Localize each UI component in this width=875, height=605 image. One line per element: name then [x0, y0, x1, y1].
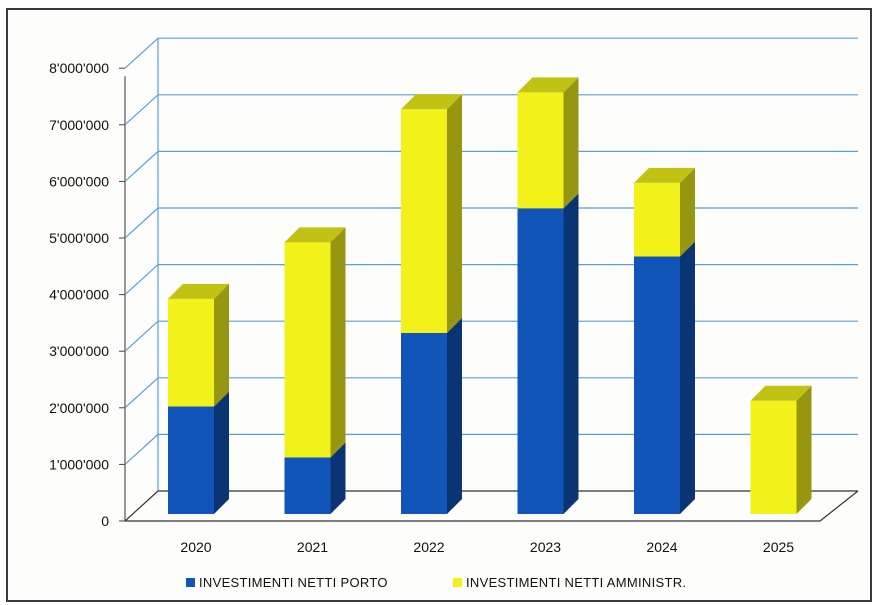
- bar-2024-series-1: [634, 241, 695, 514]
- y-tick-label: 5'000'000: [49, 230, 109, 246]
- bar-2022-series-1: [401, 317, 462, 514]
- grid-layer: [119, 37, 859, 522]
- bar-2025-series-2: [750, 385, 812, 514]
- gridline: [124, 207, 858, 239]
- bar-side-face: [214, 283, 229, 407]
- y-tick-label: 4'000'000: [49, 287, 109, 303]
- legend-entry-1: INVESTIMENTI NETTI PORTO: [186, 575, 388, 590]
- bar-front-face: [401, 109, 447, 333]
- bar-front-face: [517, 92, 564, 209]
- bar-side-face: [447, 94, 462, 333]
- bar-front-face: [750, 400, 797, 514]
- y-tick-label: 7'000'000: [49, 117, 109, 133]
- bar-2020-series-2: [168, 283, 229, 407]
- bar-top-face: [401, 94, 462, 110]
- legend-swatch: [453, 578, 462, 587]
- bar-2021-series-1: [284, 442, 346, 514]
- bars-layer: [168, 77, 812, 515]
- bar-side-face: [330, 442, 346, 514]
- gridline: [124, 433, 858, 465]
- gridline: [124, 377, 858, 409]
- bar-2022-series-2: [401, 94, 462, 333]
- y-tick-label: 8'000'000: [49, 60, 109, 76]
- x-category-label: 2020: [180, 539, 211, 555]
- y-tick-labels: 0 1'000'000 2'000'000 3'000'000 4'000'000 5'0…: [49, 60, 109, 529]
- y-tick-label: 6'000'000: [49, 173, 109, 189]
- floor-edge: [125, 490, 859, 522]
- x-category-label: 2021: [297, 539, 328, 555]
- bar-2023-series-2: [517, 77, 579, 209]
- bar-side-face: [796, 385, 812, 514]
- bar-2024-series-2: [634, 167, 695, 257]
- legend-label: INVESTIMENTI NETTI PORTO: [199, 575, 388, 590]
- legend-swatch: [186, 578, 195, 587]
- gridline: [124, 264, 858, 296]
- bar-2021-series-2: [284, 227, 346, 458]
- gridline: [124, 94, 858, 126]
- legend-entry-2: INVESTIMENTI NETTI AMMINISTR.: [453, 575, 686, 590]
- bar-front-face: [284, 457, 331, 514]
- y-tick-label: 2'000'000: [49, 400, 109, 416]
- x-category-label: 2023: [530, 539, 561, 555]
- bar-front-face: [634, 182, 680, 257]
- gridline: [124, 320, 858, 352]
- legend: INVESTIMENTI NETTI PORTO INVESTIMENTI NET…: [186, 575, 686, 590]
- bar-side-face: [680, 167, 695, 257]
- bar-front-face: [401, 332, 447, 514]
- x-category-label: 2024: [646, 539, 677, 555]
- bar-front-face: [517, 208, 564, 515]
- bar-front-face: [634, 256, 680, 514]
- bar-side-face: [447, 317, 462, 514]
- gridline: [124, 490, 858, 522]
- bar-front-face: [284, 242, 331, 458]
- bar-top-face: [517, 77, 579, 93]
- bar-top-face: [750, 385, 812, 401]
- x-category-label: 2022: [413, 539, 444, 555]
- y-tick-label: 0: [101, 513, 109, 529]
- bar-2023-series-1: [517, 193, 579, 515]
- legend-label: INVESTIMENTI NETTI AMMINISTR.: [466, 575, 686, 590]
- y-tick-label: 3'000'000: [49, 343, 109, 359]
- bar-side-face: [680, 241, 695, 514]
- bar-top-face: [168, 283, 229, 299]
- gridline: [124, 37, 858, 69]
- x-category-label: 2025: [763, 539, 794, 555]
- y-tick-label: 1'000'000: [49, 456, 109, 472]
- bar-front-face: [168, 298, 214, 407]
- x-category-labels: 2020 2021 2022 2023 2024 2025: [180, 539, 794, 555]
- bar-side-face: [563, 193, 579, 515]
- gridline: [124, 150, 858, 182]
- bar-front-face: [168, 406, 214, 514]
- bar-side-face: [563, 77, 579, 209]
- bar-2020-series-1: [168, 391, 229, 514]
- bar-top-face: [284, 227, 346, 243]
- bar-side-face: [330, 227, 346, 458]
- bar-side-face: [214, 391, 229, 514]
- bar-top-face: [634, 167, 695, 183]
